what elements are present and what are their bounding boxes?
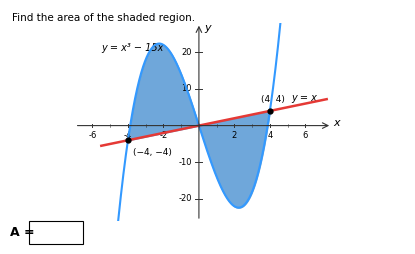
Text: x: x (334, 118, 340, 128)
Text: -20: -20 (178, 195, 192, 203)
Text: 2: 2 (232, 131, 237, 140)
Text: y = x: y = x (291, 93, 317, 103)
Text: 10: 10 (181, 84, 192, 93)
Text: -10: -10 (178, 158, 192, 167)
Text: 20: 20 (181, 48, 192, 57)
Text: (4, 4): (4, 4) (261, 95, 285, 104)
Text: -4: -4 (124, 131, 132, 140)
Text: Find the area of the shaded region.: Find the area of the shaded region. (12, 13, 195, 23)
Text: y = x³ − 15x: y = x³ − 15x (101, 43, 164, 53)
Text: (−4, −4): (−4, −4) (133, 148, 172, 157)
Text: A =: A = (10, 226, 35, 239)
Text: -2: -2 (159, 131, 168, 140)
Text: -6: -6 (88, 131, 97, 140)
Text: 4: 4 (267, 131, 273, 140)
Text: 6: 6 (303, 131, 308, 140)
Text: y: y (204, 23, 211, 33)
